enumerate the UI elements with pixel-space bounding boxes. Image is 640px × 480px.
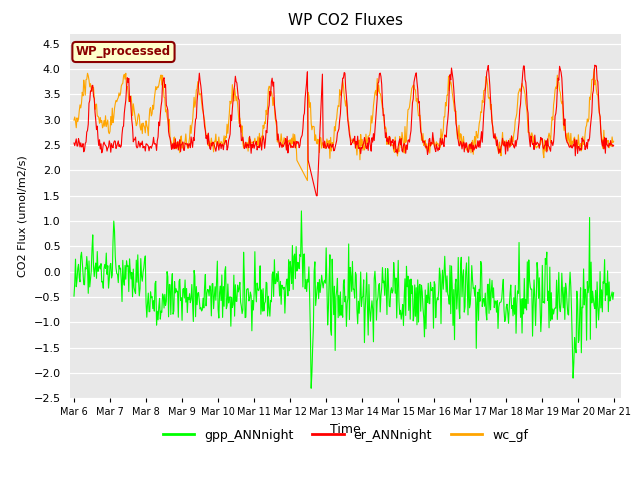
er_ANNnight [312,193,320,199]
Text: WP_processed: WP_processed [76,46,171,59]
wc_gf [590,66,598,72]
Y-axis label: CO2 Flux (umol/m2/s): CO2 Flux (umol/m2/s) [18,155,28,277]
gpp_ANNnight [219,314,227,320]
gpp_ANNnight [80,282,88,288]
X-axis label: Time: Time [330,423,361,436]
gpp_ANNnight [610,290,618,296]
wc_gf [80,77,88,83]
gpp_ANNnight [70,293,78,299]
er_ANNnight [610,143,618,148]
wc_gf [136,113,143,119]
er_ANNnight [591,62,598,68]
wc_gf [410,82,418,88]
er_ANNnight [80,149,88,155]
wc_gf [426,150,433,156]
gpp_ANNnight [190,267,198,273]
wc_gf [70,117,78,123]
Line: gpp_ANNnight: gpp_ANNnight [74,211,614,388]
er_ANNnight [219,142,227,148]
gpp_ANNnight [136,293,143,299]
gpp_ANNnight [411,282,419,288]
gpp_ANNnight [427,279,435,285]
er_ANNnight [426,135,433,141]
wc_gf [219,143,227,149]
er_ANNnight [70,140,78,146]
wc_gf [610,138,618,144]
gpp_ANNnight [298,208,305,214]
wc_gf [190,95,198,100]
Legend: gpp_ANNnight, er_ANNnight, wc_gf: gpp_ANNnight, er_ANNnight, wc_gf [158,424,533,447]
wc_gf [303,178,311,183]
er_ANNnight [410,79,418,85]
gpp_ANNnight [307,385,315,391]
er_ANNnight [190,138,198,144]
Line: er_ANNnight: er_ANNnight [74,65,614,196]
Line: wc_gf: wc_gf [74,69,614,180]
Title: WP CO2 Fluxes: WP CO2 Fluxes [288,13,403,28]
er_ANNnight [136,141,143,146]
